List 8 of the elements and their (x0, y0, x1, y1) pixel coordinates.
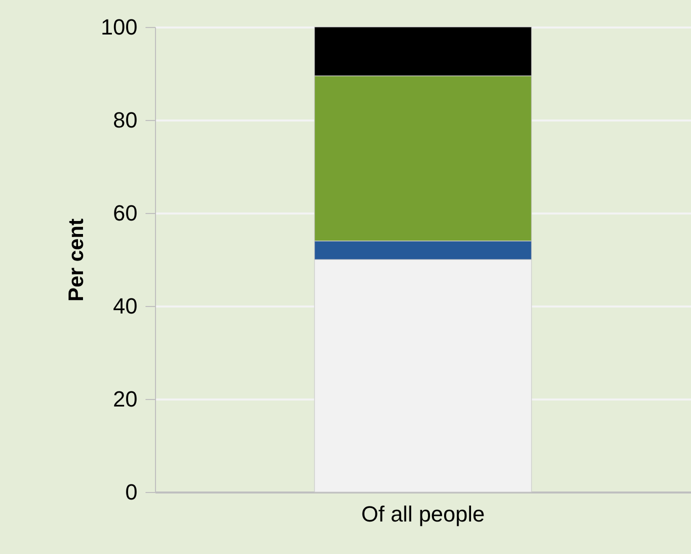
y-tick-label: 80 (113, 108, 138, 132)
y-axis-title: Per cent (64, 218, 88, 302)
y-tick-label: 20 (113, 386, 138, 412)
y-tick-label: 0 (125, 480, 138, 504)
x-tick-label: Of all people (361, 502, 485, 526)
y-tick-label: 60 (113, 200, 138, 226)
y-tick-label: 40 (113, 294, 138, 318)
y-tick-label: 100 (100, 14, 138, 40)
